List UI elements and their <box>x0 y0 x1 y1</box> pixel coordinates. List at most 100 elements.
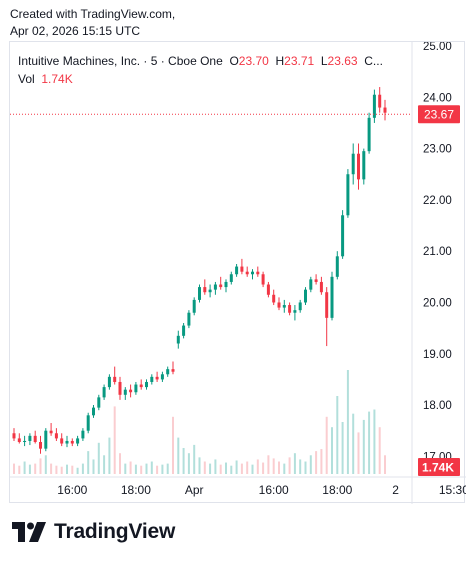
volume-bar <box>134 464 137 474</box>
volume-bar <box>278 461 280 474</box>
candle-body <box>160 374 164 380</box>
candle-body <box>213 284 217 290</box>
candle-body <box>367 117 371 152</box>
candle-body <box>171 369 175 372</box>
volume-bar <box>384 455 386 474</box>
candle-body <box>145 381 148 388</box>
volume-bar <box>225 462 227 474</box>
chart-frame[interactable]: 17.00 18.00 19.00 20.00 21.00 22.00 23.00 24.00… <box>9 41 466 504</box>
candle-body <box>256 271 260 275</box>
volume-bar <box>262 462 265 474</box>
volume-bar <box>124 463 127 474</box>
candle-body <box>76 438 80 444</box>
volume-bar <box>209 463 212 474</box>
legend-low-value: 23.63 <box>327 54 358 68</box>
candle-body <box>44 430 48 449</box>
volume-bar <box>182 448 185 474</box>
candle-body <box>325 292 329 318</box>
candle-body <box>235 266 239 275</box>
candle-body <box>129 389 133 393</box>
volume-bar <box>97 442 100 474</box>
volume-bar <box>246 461 249 474</box>
volume-bar <box>256 459 259 474</box>
volume-bar <box>267 455 270 474</box>
candle-body <box>219 284 223 288</box>
volume-bar <box>320 449 323 474</box>
volume-bar <box>39 458 42 474</box>
volume-bar <box>341 422 344 474</box>
candle-body <box>240 266 244 272</box>
volume-bar <box>203 461 206 474</box>
volume-bar <box>235 460 238 474</box>
volume-bar <box>346 370 349 474</box>
volume-bar <box>44 455 47 474</box>
volume-bar <box>172 416 174 474</box>
candle-body <box>198 287 201 300</box>
volume-bar <box>145 463 148 474</box>
legend-symbol[interactable]: Intuitive Machines, Inc. · 5 · Cboe One <box>18 54 223 68</box>
volume-bar <box>66 464 68 474</box>
volume-bar <box>293 453 296 474</box>
volume-bar <box>161 464 164 474</box>
candle-body <box>12 433 16 439</box>
candle-body <box>335 256 339 277</box>
candle-body <box>86 415 90 431</box>
volume-bar <box>166 463 169 474</box>
legend-open-value: 23.70 <box>238 54 269 68</box>
price-chart[interactable]: 17.0018.0019.0020.0021.0022.0023.0024.00… <box>10 42 466 504</box>
volume-bar <box>230 465 233 474</box>
candle-body <box>54 433 58 439</box>
volume-bar <box>34 463 37 474</box>
candle-body <box>362 151 366 180</box>
y-tick-label: 20.00 <box>423 297 452 309</box>
x-tick-label: Apr <box>185 483 204 497</box>
last-price-label: 23.67 <box>424 108 454 122</box>
candle-body <box>155 376 159 380</box>
candle-body <box>176 335 180 344</box>
candle-body <box>102 387 106 398</box>
volume-badge <box>418 458 460 476</box>
candle-body <box>33 435 37 442</box>
candle-body <box>65 440 69 444</box>
legend-low-label: L <box>320 54 328 68</box>
volume-bar <box>81 463 84 474</box>
candle-body <box>166 369 170 375</box>
volume-bar <box>219 464 222 474</box>
tradingview-logo-icon <box>12 522 46 542</box>
candle-body <box>17 438 21 442</box>
volume-bar <box>325 416 328 474</box>
legend-high-value: 23.71 <box>284 54 315 68</box>
x-tick-label: 2 <box>392 483 399 497</box>
volume-bar <box>108 437 111 474</box>
y-tick-label: 22.00 <box>423 195 452 207</box>
volume-bar <box>55 465 58 474</box>
volume-bar <box>76 467 79 474</box>
volume-bar <box>60 466 63 474</box>
volume-bar <box>309 455 312 474</box>
tradingview-brand[interactable]: TradingView <box>12 520 175 544</box>
candle-body <box>81 430 85 439</box>
legend-high-label: H <box>275 54 285 68</box>
candle-body <box>309 279 313 290</box>
candle-body <box>372 94 376 118</box>
y-tick-label: 25.00 <box>423 42 452 53</box>
tradingview-wordmark: TradingView <box>54 520 176 543</box>
candle-body <box>229 274 233 282</box>
volume-bar <box>368 411 371 474</box>
candle-body <box>123 389 127 395</box>
y-tick-label: 18.00 <box>423 400 452 412</box>
candle-body <box>341 215 345 257</box>
volume-bar <box>299 459 302 474</box>
volume-bar <box>272 458 275 474</box>
candle-body <box>192 299 196 313</box>
candle-body <box>39 441 42 449</box>
candle-body <box>203 287 207 293</box>
volume-bar <box>357 432 360 474</box>
candle-body <box>49 430 53 434</box>
volume-bar <box>28 464 31 474</box>
candle-body <box>351 153 355 175</box>
candle-body <box>150 376 154 382</box>
candle-body <box>139 384 143 388</box>
y-tick-label: 21.00 <box>423 246 452 258</box>
candle-body <box>378 94 382 108</box>
